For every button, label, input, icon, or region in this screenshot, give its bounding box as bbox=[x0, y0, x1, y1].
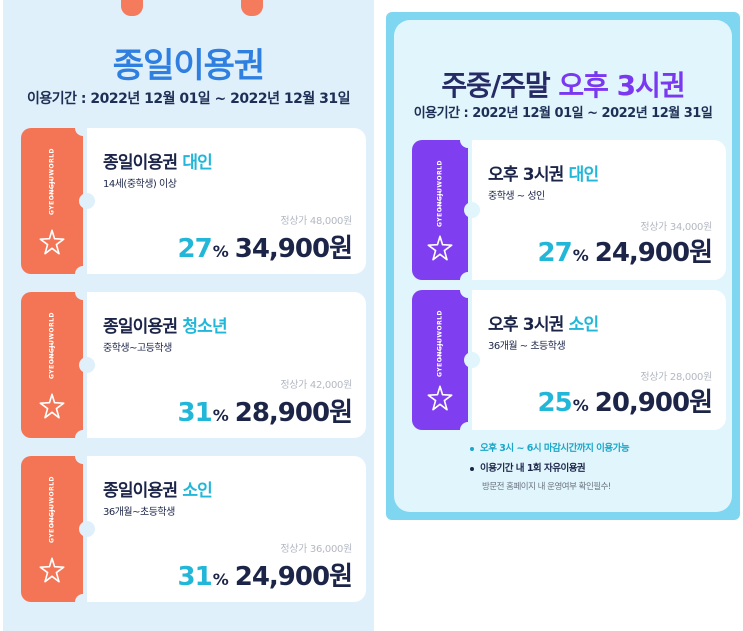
ticket-stub: GYEONGJUWORLD AMUSEMENT bbox=[21, 284, 91, 446]
star-icon bbox=[39, 229, 65, 255]
ticket-tag: 청소년 bbox=[182, 317, 227, 337]
usage-period: 이용기간 : 2022년 12월 01일 ~ 2022년 12월 31일 bbox=[27, 91, 350, 107]
ticket-tag: 소인 bbox=[182, 481, 213, 501]
star-icon bbox=[427, 235, 453, 261]
regular-price: 정상가 48,000원 bbox=[280, 216, 352, 227]
ticket-pm-child[interactable]: GYEONGJUWORLD AMUSEMENT 오후 3시권 소인 36개월 ~… bbox=[412, 282, 726, 438]
ticket-pm-adult[interactable]: GYEONGJUWORLD AMUSEMENT 오후 3시권 대인 중학생 ~ … bbox=[412, 132, 726, 288]
ticket-name: 오후 3시권 대인 bbox=[488, 165, 599, 185]
ticket-name: 종일이용권 대인 bbox=[103, 153, 213, 173]
note-item: 이용기간 내 1회 자유이용권 bbox=[470, 460, 710, 474]
sale-price: 27% 24,900원 bbox=[537, 238, 713, 268]
sale-price: 31% 28,900원 bbox=[177, 398, 353, 428]
note-item: 방문전 홈페이지 내 운영여부 확인필수! bbox=[482, 482, 611, 492]
ticket-stub: GYEONGJUWORLD AMUSEMENT bbox=[412, 282, 476, 438]
afternoon-pass-inner: 주중/주말 오후 3시권 이용기간 : 2022년 12월 01일 ~ 2022… bbox=[394, 20, 732, 512]
ticket-adult[interactable]: GYEONGJUWORLD AMUSEMENT 종일이용권 대인 14세(중학생… bbox=[21, 120, 366, 282]
ticket-desc: 36개월~초등학생 bbox=[103, 507, 175, 518]
regular-price: 정상가 36,000원 bbox=[280, 544, 352, 555]
sale-price: 25% 20,900원 bbox=[537, 388, 713, 418]
panel-title: 종일이용권 bbox=[112, 46, 265, 86]
ticket-desc: 36개월 ~ 초등학생 bbox=[488, 341, 566, 352]
regular-price: 정상가 34,000원 bbox=[640, 222, 712, 233]
ticket-stub: GYEONGJUWORLD AMUSEMENT bbox=[21, 448, 91, 610]
notes-list: 오후 3시 ~ 6시 마감시간까지 이용가능 이용기간 내 1회 자유이용권 방… bbox=[470, 440, 710, 498]
panel-title: 주중/주말 오후 3시권 bbox=[441, 69, 685, 102]
ticket-desc: 중학생 ~ 성인 bbox=[488, 191, 545, 202]
decoration-tab-left bbox=[121, 0, 143, 16]
ticket-stub: GYEONGJUWORLD AMUSEMENT bbox=[412, 132, 476, 288]
bullet-icon bbox=[470, 446, 474, 451]
stub-sub: AMUSEMENT bbox=[438, 190, 442, 210]
ticket-name: 오후 3시권 소인 bbox=[488, 315, 599, 335]
ticket-card: 오후 3시권 소인 36개월 ~ 초등학생 정상가 28,000원 25% 20,… bbox=[464, 290, 726, 430]
ticket-tag: 대인 bbox=[568, 165, 599, 185]
stub-sub: AMUSEMENT bbox=[50, 178, 54, 198]
note-item: 오후 3시 ~ 6시 마감시간까지 이용가능 bbox=[470, 440, 710, 454]
sale-price: 27% 34,900원 bbox=[177, 234, 353, 264]
ticket-name: 종일이용권 청소년 bbox=[103, 317, 228, 337]
regular-price: 정상가 42,000원 bbox=[280, 380, 352, 391]
stub-sub: AMUSEMENT bbox=[438, 340, 442, 360]
decoration-tab-right bbox=[241, 0, 263, 16]
ticket-youth[interactable]: GYEONGJUWORLD AMUSEMENT 종일이용권 청소년 중학생~고등… bbox=[21, 284, 366, 446]
usage-period: 이용기간 : 2022년 12월 01일 ~ 2022년 12월 31일 bbox=[413, 106, 713, 121]
all-day-pass-panel: 종일이용권 이용기간 : 2022년 12월 01일 ~ 2022년 12월 3… bbox=[3, 0, 374, 631]
ticket-tag: 소인 bbox=[568, 315, 599, 335]
bullet-icon bbox=[470, 466, 474, 471]
ticket-tag: 대인 bbox=[182, 153, 213, 173]
ticket-card: 오후 3시권 대인 중학생 ~ 성인 정상가 34,000원 27% 24,900… bbox=[464, 140, 726, 280]
ticket-card: 종일이용권 대인 14세(중학생) 이상 정상가 48,000원 27% 34,9… bbox=[79, 128, 366, 274]
star-icon bbox=[39, 393, 65, 419]
stub-sub: AMUSEMENT bbox=[50, 342, 54, 362]
ticket-desc: 중학생~고등학생 bbox=[103, 343, 172, 354]
ticket-stub: GYEONGJUWORLD AMUSEMENT bbox=[21, 120, 91, 282]
title-highlight: 오후 3시권 bbox=[558, 69, 685, 102]
afternoon-pass-panel: 주중/주말 오후 3시권 이용기간 : 2022년 12월 01일 ~ 2022… bbox=[386, 12, 740, 520]
regular-price: 정상가 28,000원 bbox=[640, 372, 712, 383]
star-icon bbox=[39, 557, 65, 583]
star-icon bbox=[427, 385, 453, 411]
sale-price: 31% 24,900원 bbox=[177, 562, 353, 592]
ticket-name: 종일이용권 소인 bbox=[103, 481, 213, 501]
ticket-card: 종일이용권 청소년 중학생~고등학생 정상가 42,000원 31% 28,900… bbox=[79, 292, 366, 438]
stub-sub: AMUSEMENT bbox=[50, 506, 54, 526]
ticket-card: 종일이용권 소인 36개월~초등학생 정상가 36,000원 31% 24,900… bbox=[79, 456, 366, 602]
ticket-desc: 14세(중학생) 이상 bbox=[103, 179, 177, 190]
ticket-child[interactable]: GYEONGJUWORLD AMUSEMENT 종일이용권 소인 36개월~초등… bbox=[21, 448, 366, 610]
